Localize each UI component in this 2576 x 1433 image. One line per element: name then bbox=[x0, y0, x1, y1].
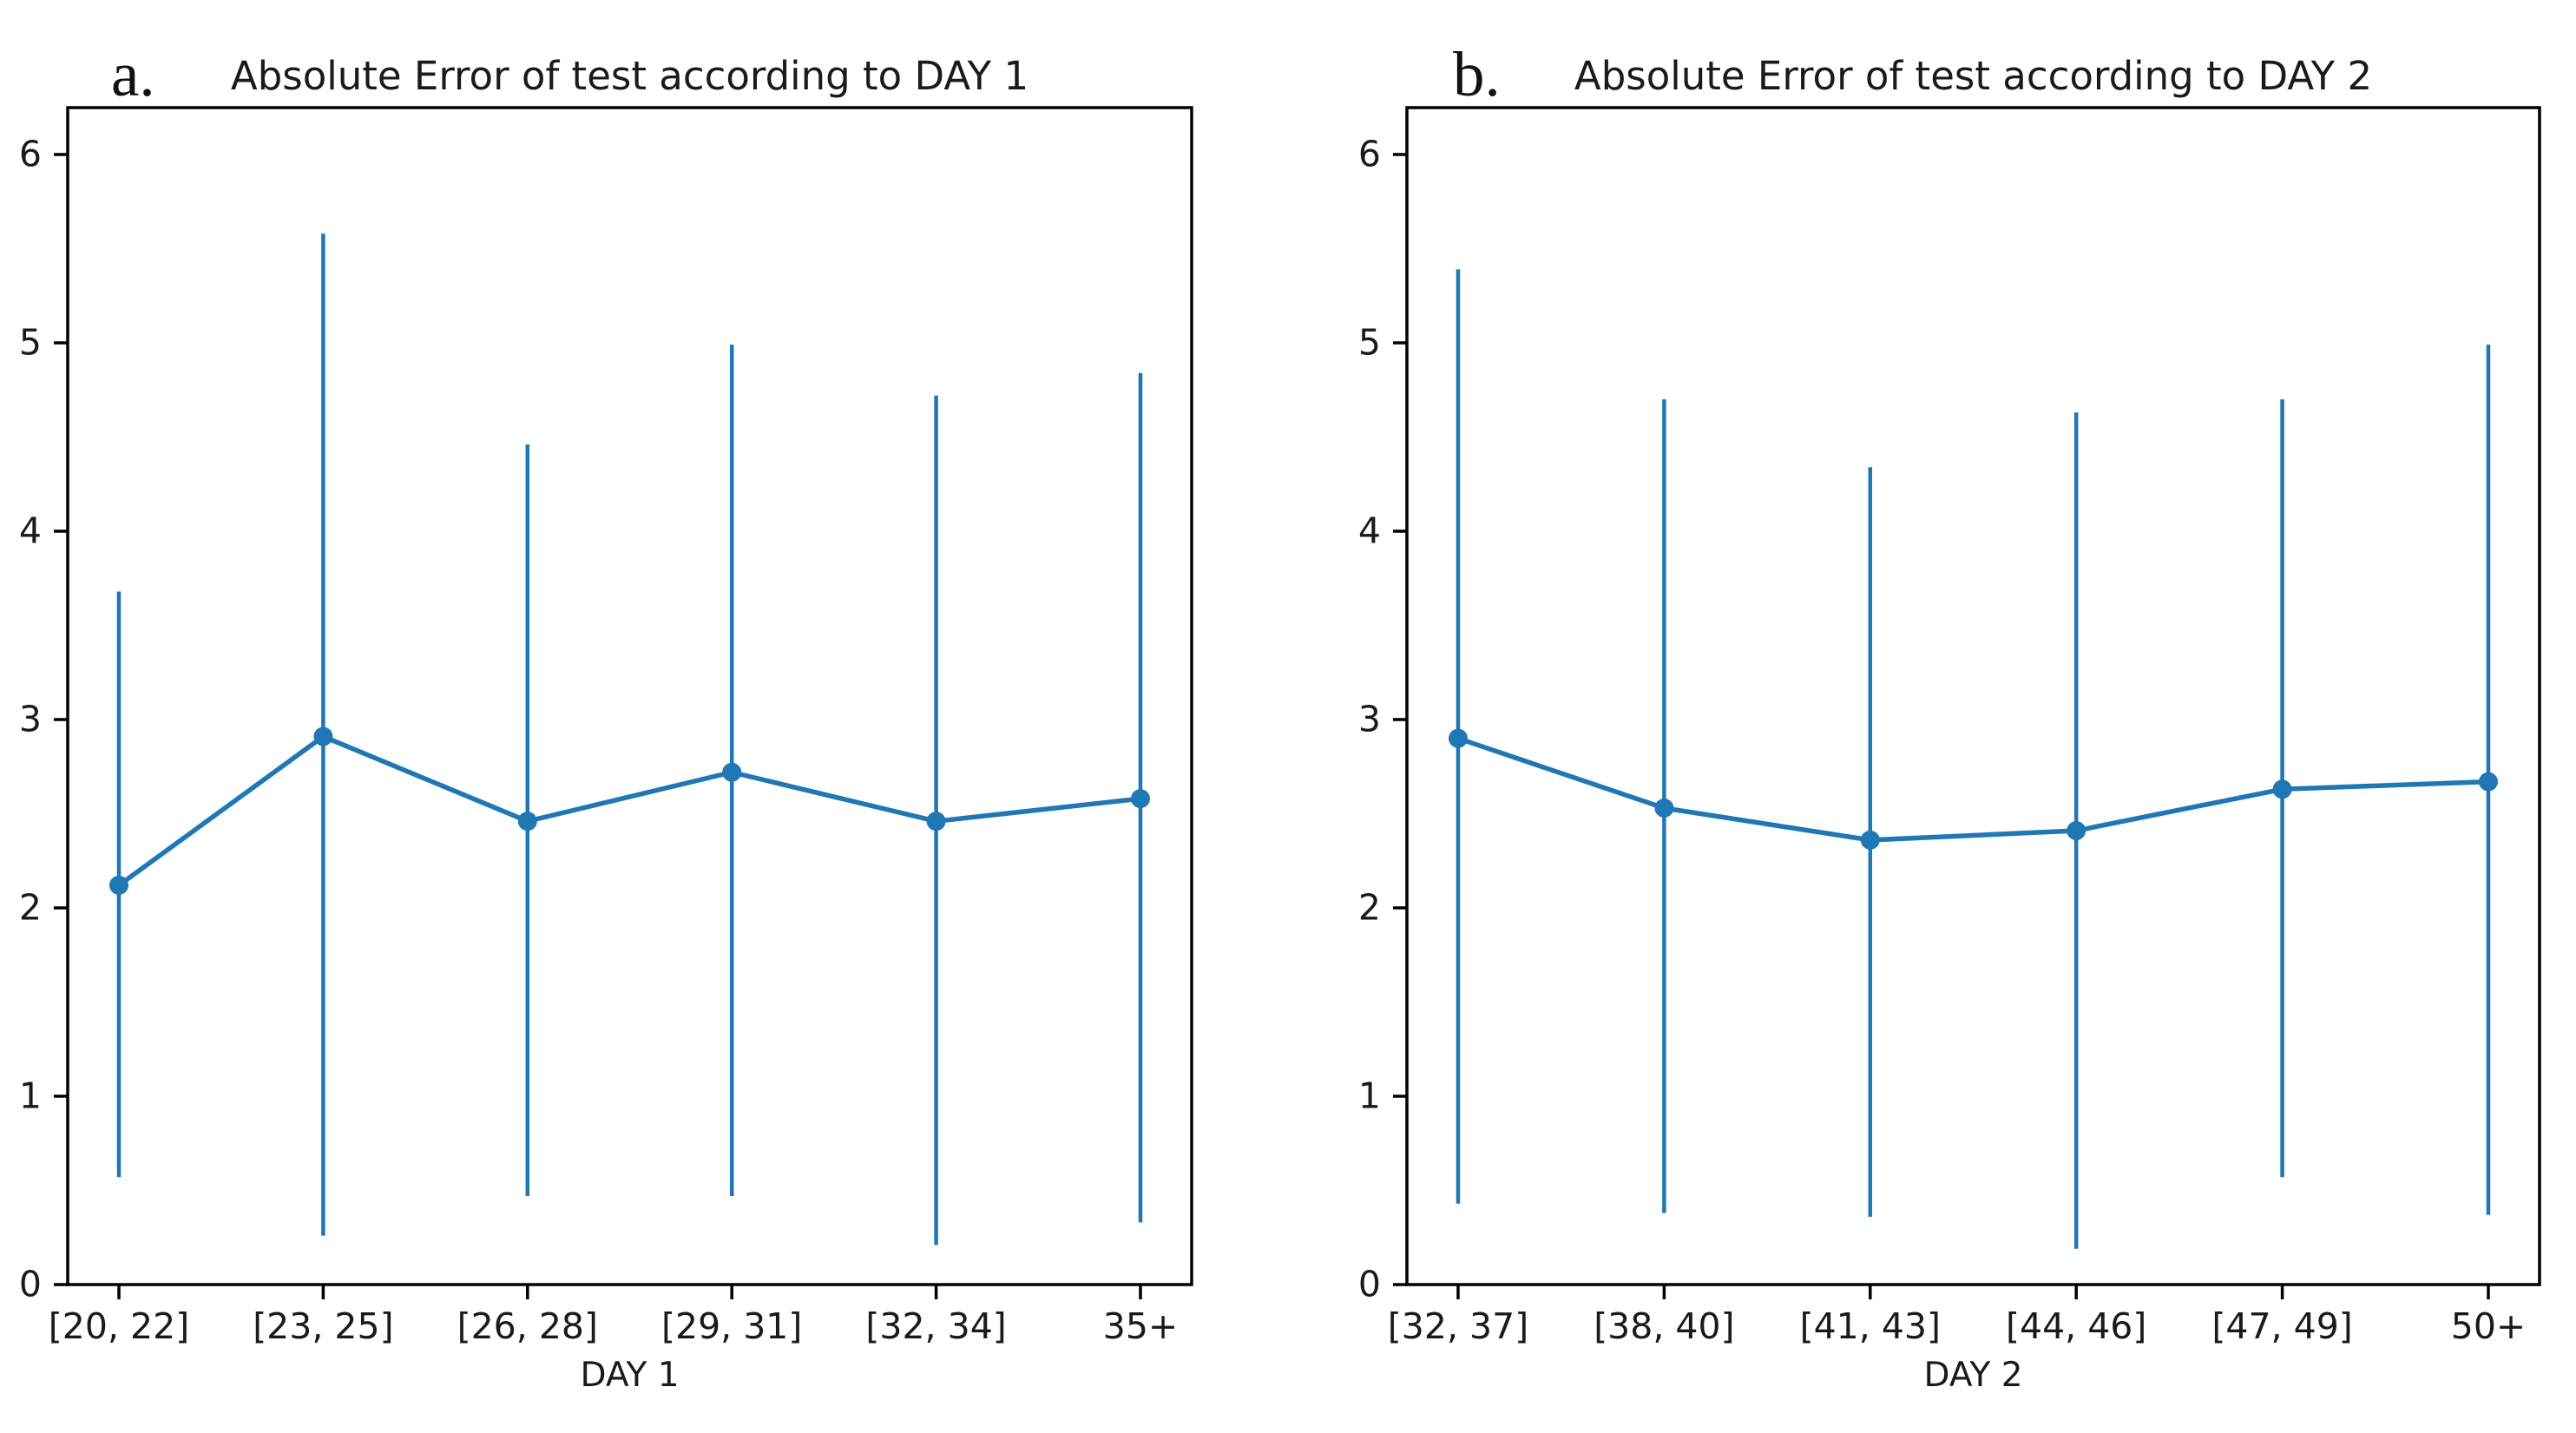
plot-border bbox=[1405, 106, 2541, 1286]
y-tick-label: 5 bbox=[1358, 322, 1381, 364]
x-tick-label: [29, 31] bbox=[661, 1305, 802, 1347]
y-tick-label: 0 bbox=[19, 1264, 42, 1305]
data-point bbox=[313, 726, 333, 746]
data-point bbox=[2479, 772, 2498, 792]
chart-panel-day1: 0 1 2 3 4 5 6 [20, 22] [23, 25] [26, 28] [29, 31] [… bbox=[19, 39, 1193, 1395]
x-tick-label: [38, 40] bbox=[1594, 1305, 1734, 1347]
x-tick-label: [20, 22] bbox=[49, 1305, 189, 1347]
data-point bbox=[1131, 789, 1150, 809]
y-tick-label: 6 bbox=[19, 134, 42, 175]
series-line bbox=[116, 733, 1143, 888]
y-tick-label: 2 bbox=[1358, 887, 1381, 929]
data-point bbox=[1860, 830, 1880, 850]
data-point bbox=[517, 812, 537, 832]
y-tick-label: 1 bbox=[19, 1075, 42, 1117]
y-tick-label: 0 bbox=[1358, 1264, 1381, 1305]
chart-title: Absolute Error of test according to DAY … bbox=[1574, 53, 2372, 99]
data-point bbox=[926, 812, 946, 832]
chart-title: Absolute Error of test according to DAY … bbox=[231, 53, 1028, 99]
y-tick-label: 6 bbox=[1358, 134, 1381, 175]
plot-border bbox=[66, 106, 1193, 1286]
x-axis-label: DAY 1 bbox=[580, 1356, 679, 1395]
series-line bbox=[1456, 735, 2491, 843]
y-tick-label: 3 bbox=[19, 699, 42, 740]
data-point bbox=[2067, 821, 2086, 841]
panel-letter: a. bbox=[111, 39, 155, 109]
data-point bbox=[2272, 779, 2292, 799]
x-axis-label: DAY 2 bbox=[1923, 1356, 2022, 1395]
x-tick-label: [26, 28] bbox=[457, 1305, 598, 1347]
x-tick-label: [32, 37] bbox=[1388, 1305, 1528, 1347]
data-point bbox=[1449, 728, 1468, 748]
y-tick-label: 4 bbox=[1358, 510, 1381, 552]
data-point bbox=[109, 875, 128, 895]
chart-panel-day2: 0 1 2 3 4 5 6 [32, 37] [38, 40] [41, 43] [44, 46] [… bbox=[1358, 39, 2541, 1395]
y-tick-label: 5 bbox=[19, 322, 42, 364]
x-tick-label: [41, 43] bbox=[1800, 1305, 1941, 1347]
x-tick-label: [44, 46] bbox=[2006, 1305, 2146, 1347]
data-point bbox=[1654, 798, 1674, 818]
x-tick-label: [23, 25] bbox=[253, 1305, 393, 1347]
x-tick-label: [32, 34] bbox=[865, 1305, 1006, 1347]
x-tick-label: 50+ bbox=[2451, 1305, 2527, 1347]
x-tick-label: [47, 49] bbox=[2211, 1305, 2352, 1347]
data-point bbox=[722, 762, 742, 782]
y-tick-label: 1 bbox=[1358, 1075, 1381, 1117]
x-tick-label: 35+ bbox=[1103, 1305, 1179, 1347]
panel-letter: b. bbox=[1453, 39, 1501, 109]
y-tick-label: 4 bbox=[19, 510, 42, 552]
y-tick-label: 2 bbox=[19, 887, 42, 929]
y-tick-label: 3 bbox=[1358, 699, 1381, 740]
